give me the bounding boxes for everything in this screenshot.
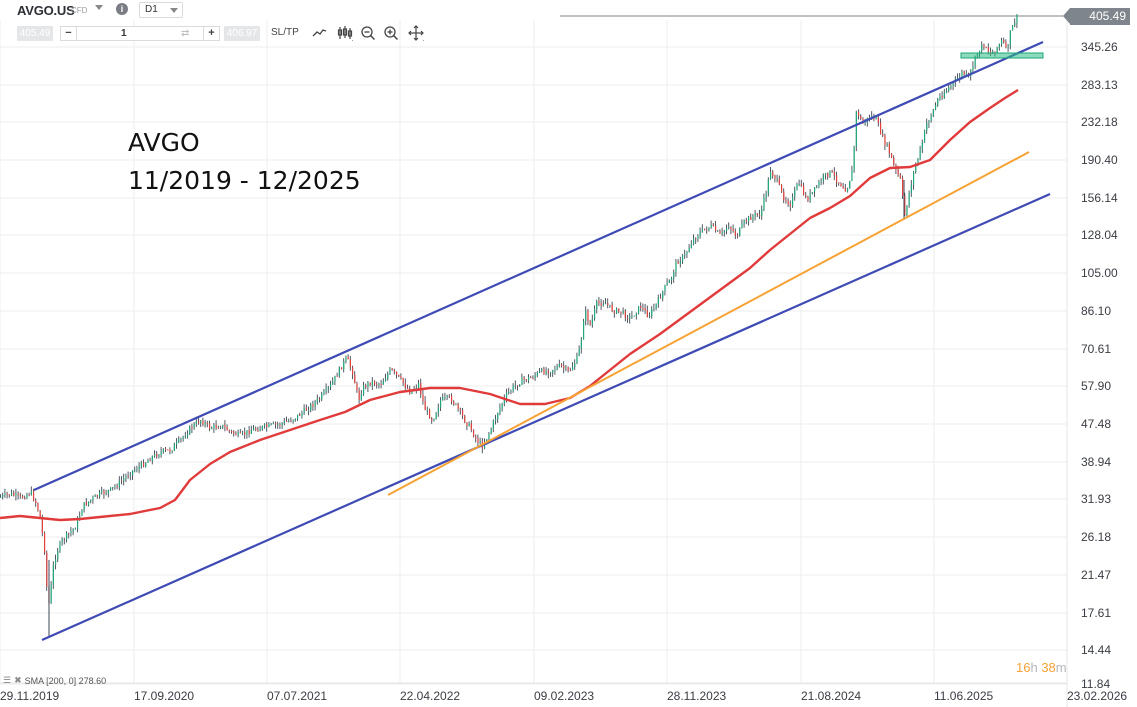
timeframe-value: D1 <box>145 4 158 15</box>
time-axis-label: 21.08.2024 <box>801 689 862 703</box>
countdown-hours: 16 <box>1016 660 1031 675</box>
channel-upper-trendline[interactable] <box>33 40 1044 492</box>
sltp-button[interactable]: SL/TP <box>271 27 299 38</box>
support-zone-rectangle[interactable] <box>960 52 1044 59</box>
remove-indicator-icon[interactable]: ✖ <box>14 675 22 685</box>
time-axis-label: 07.07.2021 <box>267 689 328 703</box>
price-axis-label: 105.00 <box>1081 266 1118 280</box>
chart-grid <box>0 16 1068 707</box>
indicator-legend: ☰ ✖ SMA [200, 0] 278.60 <box>3 675 106 686</box>
indicator-label: SMA [200, 0] 278.60 <box>24 675 107 686</box>
price-axis-label: 31.93 <box>1081 492 1112 506</box>
symbol-dropdown-chevron-icon[interactable] <box>95 5 103 10</box>
move-crosshair-icon[interactable] <box>408 25 424 41</box>
swap-units-icon[interactable]: ⇄ <box>181 28 190 39</box>
sma-200-line[interactable] <box>0 88 1019 522</box>
sell-price-button[interactable]: 405.49 <box>17 26 53 41</box>
quantity-stepper[interactable]: − 1 ⇄ + <box>60 26 220 41</box>
time-axis-label: 22.04.2022 <box>400 689 461 703</box>
price-axis-label: 70.61 <box>1081 342 1112 356</box>
time-axis-label: 17.09.2020 <box>134 689 195 703</box>
countdown-minutes: 38 <box>1041 660 1056 675</box>
quantity-decrease-button[interactable]: − <box>61 27 77 40</box>
last-price-tag: 405.49 <box>1063 8 1130 25</box>
info-icon[interactable]: i <box>116 3 128 15</box>
quantity-input[interactable]: 1 <box>121 28 127 39</box>
quantity-increase-button[interactable]: + <box>203 27 219 40</box>
price-axis-label: 11.84 <box>1081 677 1111 691</box>
chart-annotation-title[interactable]: AVGO <box>128 128 200 157</box>
price-axis-label: 128.04 <box>1081 228 1118 242</box>
price-axis-label: 86.10 <box>1081 304 1112 318</box>
time-axis-label: 28.11.2023 <box>667 689 727 703</box>
time-axis-label: 11.06.2025 <box>934 689 994 703</box>
buy-price-button[interactable]: 406.97 <box>224 26 260 41</box>
price-axis-label: 26.18 <box>1081 530 1112 544</box>
candle-countdown: 16h 38m <box>1016 660 1067 675</box>
price-axis-label: 47.48 <box>1081 417 1112 431</box>
channel-lower-trendline[interactable] <box>41 192 1051 642</box>
price-axis-label: 232.18 <box>1081 115 1118 129</box>
candlestick-type-icon[interactable] <box>337 25 353 41</box>
price-axis-label: 14.44 <box>1081 643 1112 657</box>
price-axis-label: 190.40 <box>1081 153 1118 167</box>
price-axis-label: 21.47 <box>1081 568 1112 582</box>
zoom-out-icon[interactable] <box>360 25 376 41</box>
countdown-hours-unit: h <box>1030 660 1038 675</box>
zoom-in-icon[interactable] <box>383 25 399 41</box>
price-axis-label: 156.14 <box>1081 191 1118 205</box>
price-axis-label: 57.90 <box>1081 379 1112 393</box>
chart-annotation-range[interactable]: 11/2019 - 12/2025 <box>128 166 361 195</box>
line-chart-icon[interactable] <box>312 25 328 41</box>
time-axis-label: 09.02.2023 <box>534 689 595 703</box>
price-axis-label: 38.94 <box>1081 455 1112 469</box>
price-axis-label: 17.61 <box>1081 606 1112 620</box>
chevron-down-icon <box>170 8 178 13</box>
price-axis-label: 345.26 <box>1081 40 1118 54</box>
time-axis-label: 23.02.2026 <box>1067 689 1128 703</box>
indicator-settings-icon[interactable]: ☰ <box>3 675 12 685</box>
support-trendline[interactable] <box>387 151 1030 496</box>
timeframe-select[interactable]: D1 <box>139 2 183 18</box>
instrument-type: CFD <box>71 6 88 15</box>
symbol-name[interactable]: AVGO.US <box>17 3 75 18</box>
price-axis-label: 283.13 <box>1081 78 1118 92</box>
time-axis-label: 29.11.2019 <box>0 689 60 703</box>
instrument-header: AVGO.US CFD i D1 <box>0 0 560 20</box>
countdown-minutes-unit: m <box>1055 660 1067 675</box>
candlestick-series <box>0 14 1018 636</box>
